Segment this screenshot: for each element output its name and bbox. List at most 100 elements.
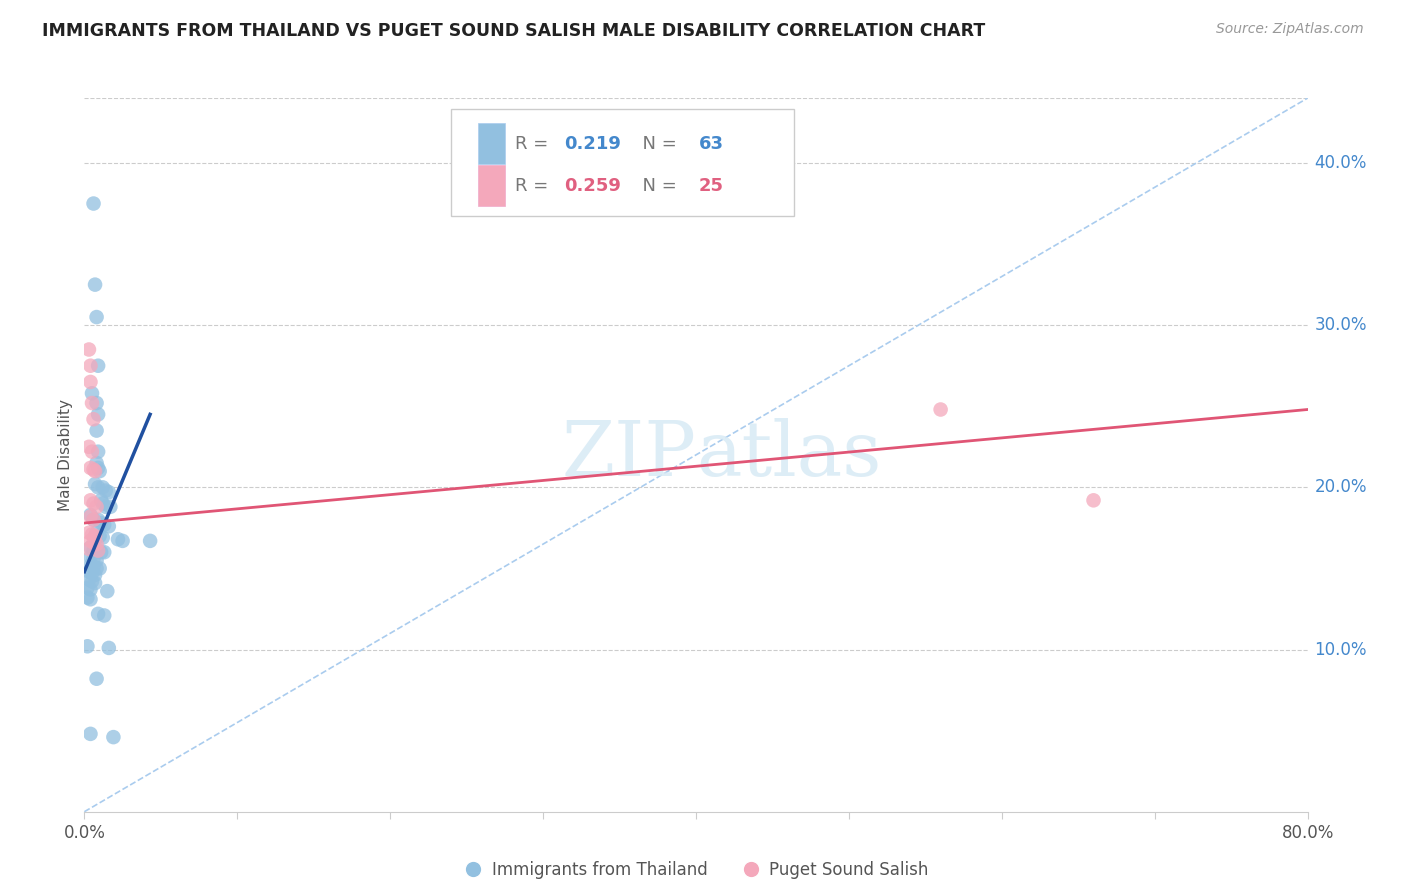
Point xyxy=(83,551,105,566)
Point xyxy=(111,533,134,548)
Text: 40.0%: 40.0% xyxy=(1315,154,1367,172)
Point xyxy=(79,493,101,508)
Bar xyxy=(478,123,505,164)
Point xyxy=(94,500,117,514)
Point xyxy=(929,402,952,417)
Point xyxy=(86,310,108,324)
Point xyxy=(83,535,105,549)
Point xyxy=(98,500,121,514)
Point xyxy=(90,545,112,559)
Point xyxy=(84,477,107,491)
Point xyxy=(87,480,110,494)
Bar xyxy=(478,165,505,206)
Point xyxy=(79,582,101,597)
Text: 63: 63 xyxy=(699,135,724,153)
Point xyxy=(83,462,105,476)
Point xyxy=(90,516,112,530)
Point xyxy=(86,396,108,410)
Point xyxy=(79,533,101,548)
Point xyxy=(91,497,114,511)
Point xyxy=(94,483,117,498)
Point xyxy=(79,508,101,522)
Point xyxy=(86,456,108,470)
Point xyxy=(86,537,108,551)
Point xyxy=(84,568,107,582)
Point xyxy=(103,730,125,744)
Point xyxy=(139,533,162,548)
Point xyxy=(83,559,105,574)
Point xyxy=(97,640,120,655)
Y-axis label: Male Disability: Male Disability xyxy=(58,399,73,511)
Point xyxy=(83,497,105,511)
Point xyxy=(86,424,108,438)
Point xyxy=(80,396,103,410)
Text: 0.219: 0.219 xyxy=(564,135,620,153)
Text: N =: N = xyxy=(631,135,683,153)
Point xyxy=(96,584,118,599)
Point xyxy=(80,527,103,541)
Point xyxy=(79,592,101,607)
Point xyxy=(86,500,108,514)
Point xyxy=(79,359,101,373)
Point xyxy=(83,196,105,211)
Point xyxy=(87,359,110,373)
Text: R =: R = xyxy=(515,177,554,194)
Point xyxy=(93,608,115,623)
Point xyxy=(97,519,120,533)
Point xyxy=(87,461,110,475)
Point xyxy=(86,525,108,540)
Point xyxy=(87,444,110,458)
Text: IMMIGRANTS FROM THAILAND VS PUGET SOUND SALISH MALE DISABILITY CORRELATION CHART: IMMIGRANTS FROM THAILAND VS PUGET SOUND … xyxy=(42,22,986,40)
Point xyxy=(79,509,101,524)
Text: 30.0%: 30.0% xyxy=(1315,316,1367,334)
Point xyxy=(87,543,110,558)
Point xyxy=(80,574,103,589)
Point xyxy=(83,543,105,558)
Point xyxy=(83,412,105,426)
Point xyxy=(97,485,120,500)
Point xyxy=(84,464,107,478)
Text: atlas: atlas xyxy=(696,418,882,491)
Point xyxy=(77,525,100,540)
Point xyxy=(91,480,114,494)
Text: 25: 25 xyxy=(699,177,724,194)
Point xyxy=(77,343,100,357)
Point xyxy=(87,607,110,621)
Point xyxy=(87,513,110,527)
Point xyxy=(80,566,103,581)
Point xyxy=(86,672,108,686)
Point xyxy=(77,541,100,556)
Point xyxy=(83,513,105,527)
Point xyxy=(89,529,111,543)
Point xyxy=(79,375,101,389)
Point xyxy=(87,543,110,558)
Text: 0.259: 0.259 xyxy=(564,177,620,194)
Text: N =: N = xyxy=(631,177,683,194)
Point xyxy=(79,558,101,573)
Point xyxy=(87,408,110,422)
Point xyxy=(80,444,103,458)
Text: R =: R = xyxy=(515,135,554,153)
Text: Source: ZipAtlas.com: Source: ZipAtlas.com xyxy=(1216,22,1364,37)
Point xyxy=(84,576,107,591)
Legend: Immigrants from Thailand, Puget Sound Salish: Immigrants from Thailand, Puget Sound Sa… xyxy=(457,855,935,886)
Text: 10.0%: 10.0% xyxy=(1315,640,1367,658)
Point xyxy=(79,461,101,475)
Point xyxy=(84,277,107,292)
Point xyxy=(77,440,100,454)
Point xyxy=(93,545,115,559)
Point xyxy=(79,541,101,555)
Point xyxy=(89,561,111,575)
Point xyxy=(107,533,129,547)
Text: ZIP: ZIP xyxy=(561,418,696,491)
Point xyxy=(86,553,108,567)
Point xyxy=(1083,493,1105,508)
Point xyxy=(80,386,103,401)
Point xyxy=(76,591,98,605)
FancyBboxPatch shape xyxy=(451,109,794,216)
Point xyxy=(83,513,105,527)
Point xyxy=(79,550,101,565)
Point xyxy=(93,517,115,532)
Point xyxy=(90,493,112,508)
Point xyxy=(76,640,98,654)
